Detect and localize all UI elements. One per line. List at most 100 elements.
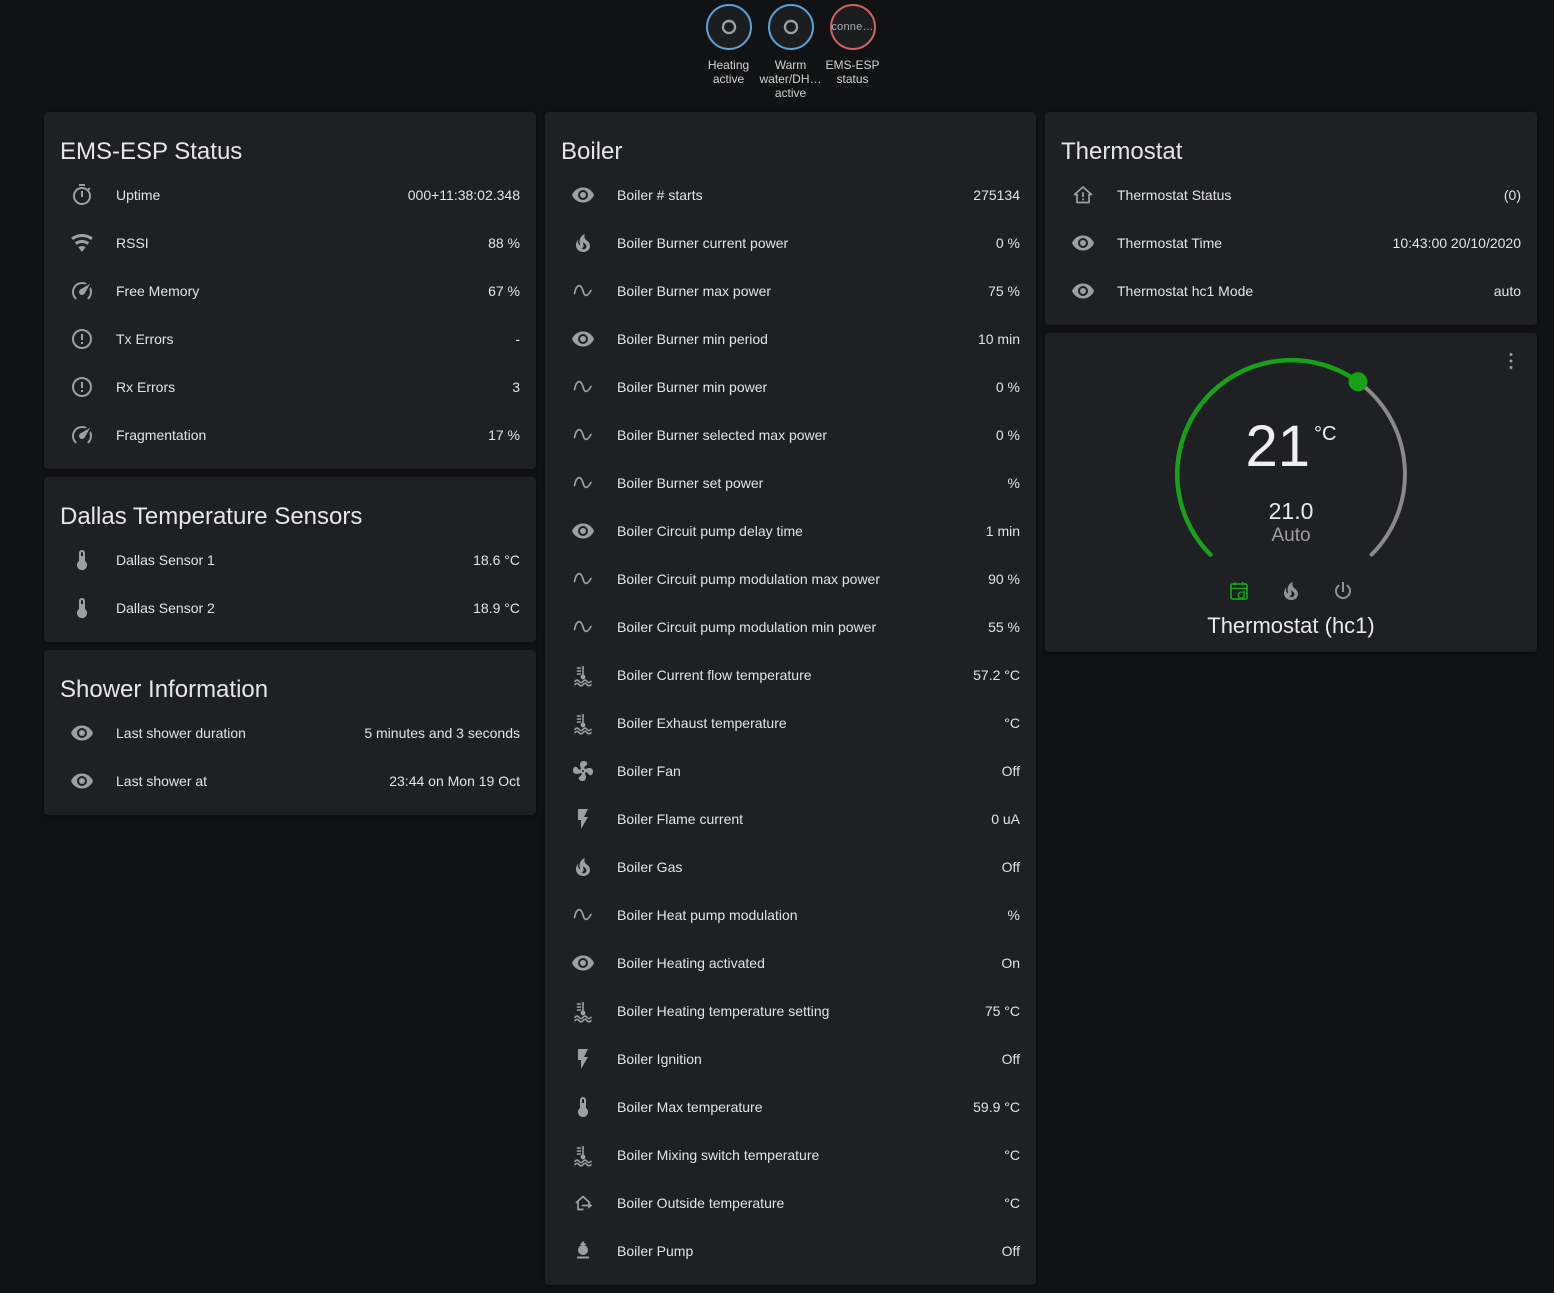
entity-value: - xyxy=(515,331,520,347)
entity-name: Boiler Flame current xyxy=(617,811,744,827)
card-title-thermostat: Thermostat xyxy=(1061,138,1183,165)
thermostat-dial-slider[interactable] xyxy=(1045,333,1537,652)
entity-name: Boiler Gas xyxy=(617,859,683,875)
entity-row[interactable]: Thermostat Status (0) xyxy=(1061,171,1521,219)
entity-row[interactable]: Tx Errors - xyxy=(60,315,520,363)
entity-row[interactable]: Boiler Ignition Off xyxy=(561,1035,1020,1083)
entity-name: Boiler Burner current power xyxy=(617,235,789,251)
entity-name: Tx Errors xyxy=(116,331,174,347)
entity-name: Boiler Burner selected max power xyxy=(617,427,828,443)
card-menu-button[interactable] xyxy=(1495,345,1527,377)
entity-value: °C xyxy=(1004,1195,1020,1211)
entity-row[interactable]: Boiler Burner selected max power 0 % xyxy=(561,411,1020,459)
badge-label: EMS-ESP status xyxy=(825,58,880,86)
power-icon xyxy=(1331,579,1355,603)
entity-row[interactable]: Boiler Circuit pump delay time 1 min xyxy=(561,507,1020,555)
entity-rows: Dallas Sensor 1 18.6 °C Dallas Sensor 2 … xyxy=(44,533,536,642)
entity-row[interactable]: Boiler # starts 275134 xyxy=(561,171,1020,219)
coolant-icon xyxy=(571,663,595,687)
state-badge[interactable]: Heating active xyxy=(698,4,760,86)
badges-row: Heating active Warm water/DH… active con… xyxy=(44,4,1537,100)
entity-value: 23:44 on Mon 19 Oct xyxy=(389,773,520,789)
hvac-mode-buttons xyxy=(1045,579,1537,603)
eye-icon xyxy=(571,183,595,207)
entity-row[interactable]: Boiler Burner current power 0 % xyxy=(561,219,1020,267)
entity-value: 75 % xyxy=(988,283,1020,299)
eye-icon xyxy=(1071,231,1095,255)
entity-name: Thermostat Time xyxy=(1117,235,1223,251)
entity-row[interactable]: RSSI 88 % xyxy=(60,219,520,267)
boiler-card: Boiler Boiler # starts 275134 Boiler Bur… xyxy=(545,112,1036,1285)
entity-row[interactable]: Last shower duration 5 minutes and 3 sec… xyxy=(60,709,520,757)
entity-row[interactable]: Dallas Sensor 1 18.6 °C xyxy=(60,536,520,584)
entity-row[interactable]: Uptime 000+11:38:02.348 xyxy=(60,171,520,219)
entity-row[interactable]: Boiler Outside temperature °C xyxy=(561,1179,1020,1227)
circle-ring-icon xyxy=(778,14,804,40)
entity-row[interactable]: Boiler Circuit pump modulation min power… xyxy=(561,603,1020,651)
entity-value: 55 % xyxy=(988,619,1020,635)
entity-row[interactable]: Boiler Heat pump modulation % xyxy=(561,891,1020,939)
calendar-sync-icon xyxy=(1227,579,1251,603)
flash-icon xyxy=(571,807,595,831)
entity-row[interactable]: Boiler Max temperature 59.9 °C xyxy=(561,1083,1020,1131)
entity-value: 0 % xyxy=(995,379,1020,395)
entity-rows: Uptime 000+11:38:02.348 RSSI 88 % Free M… xyxy=(44,168,536,469)
entity-value: % xyxy=(1007,475,1020,491)
entity-row[interactable]: Boiler Pump Off xyxy=(561,1227,1020,1275)
entity-row[interactable]: Fragmentation 17 % xyxy=(60,411,520,459)
coolant-icon xyxy=(571,999,595,1023)
entity-row[interactable]: Boiler Gas Off xyxy=(561,843,1020,891)
entity-value: 0 % xyxy=(995,235,1020,251)
badge-circle xyxy=(767,4,814,50)
entity-row[interactable]: Boiler Circuit pump modulation max power… xyxy=(561,555,1020,603)
entity-name: Boiler Burner min period xyxy=(617,331,768,347)
entity-row[interactable]: Rx Errors 3 xyxy=(60,363,520,411)
hvac-mode-button[interactable] xyxy=(1227,579,1251,603)
entity-name: Boiler Circuit pump modulation max power xyxy=(617,571,880,587)
state-badge[interactable]: conne… EMS-ESP status xyxy=(822,4,884,86)
eye-icon xyxy=(70,769,94,793)
entity-name: Boiler Heating activated xyxy=(617,955,765,971)
entity-value: % xyxy=(1007,907,1020,923)
entity-name: Boiler Pump xyxy=(617,1243,694,1259)
entity-row[interactable]: Boiler Burner min power 0 % xyxy=(561,363,1020,411)
entity-row[interactable]: Boiler Burner max power 75 % xyxy=(561,267,1020,315)
entity-row[interactable]: Boiler Heating activated On xyxy=(561,939,1020,987)
entity-name: Boiler Fan xyxy=(617,763,681,779)
entity-row[interactable]: Boiler Mixing switch temperature °C xyxy=(561,1131,1020,1179)
entity-name: Thermostat hc1 Mode xyxy=(1117,283,1254,299)
hvac-mode-button[interactable] xyxy=(1331,579,1355,603)
thermostat-card: Thermostat Thermostat Status (0) Thermos… xyxy=(1045,112,1537,325)
entity-row[interactable]: Boiler Fan Off xyxy=(561,747,1020,795)
entity-row[interactable]: Dallas Sensor 2 18.9 °C xyxy=(60,584,520,632)
gauge-icon xyxy=(70,423,94,447)
hvac-mode-button[interactable] xyxy=(1279,579,1303,603)
entity-name: Boiler Circuit pump modulation min power xyxy=(617,619,877,635)
entity-value: 88 % xyxy=(488,235,520,251)
entity-name: Uptime xyxy=(116,187,161,203)
entity-value: 0 % xyxy=(995,427,1020,443)
flash-icon xyxy=(571,1047,595,1071)
entity-row[interactable]: Boiler Exhaust temperature °C xyxy=(561,699,1020,747)
dial-handle[interactable] xyxy=(1348,372,1368,392)
entity-row[interactable]: Free Memory 67 % xyxy=(60,267,520,315)
entity-name: Boiler Outside temperature xyxy=(617,1195,785,1211)
entity-row[interactable]: Boiler Current flow temperature 57.2 °C xyxy=(561,651,1020,699)
entity-row[interactable]: Boiler Burner set power % xyxy=(561,459,1020,507)
sine-icon xyxy=(571,615,595,639)
entity-value: 5 minutes and 3 seconds xyxy=(364,725,520,741)
entity-row[interactable]: Boiler Flame current 0 uA xyxy=(561,795,1020,843)
entity-value: 3 xyxy=(512,379,520,395)
state-badge[interactable]: Warm water/DH… active xyxy=(760,4,822,100)
entity-row[interactable]: Last shower at 23:44 on Mon 19 Oct xyxy=(60,757,520,805)
entity-name: Boiler Mixing switch temperature xyxy=(617,1147,820,1163)
entity-row[interactable]: Thermostat hc1 Mode auto xyxy=(1061,267,1521,315)
pump-icon xyxy=(571,1239,595,1263)
entity-row[interactable]: Boiler Burner min period 10 min xyxy=(561,315,1020,363)
entity-value: 17 % xyxy=(488,427,520,443)
gauge-icon xyxy=(70,279,94,303)
shower-info-card: Shower Information Last shower duration … xyxy=(44,650,536,815)
entity-row[interactable]: Thermostat Time 10:43:00 20/10/2020 xyxy=(1061,219,1521,267)
entity-value: 59.9 °C xyxy=(973,1099,1020,1115)
entity-row[interactable]: Boiler Heating temperature setting 75 °C xyxy=(561,987,1020,1035)
